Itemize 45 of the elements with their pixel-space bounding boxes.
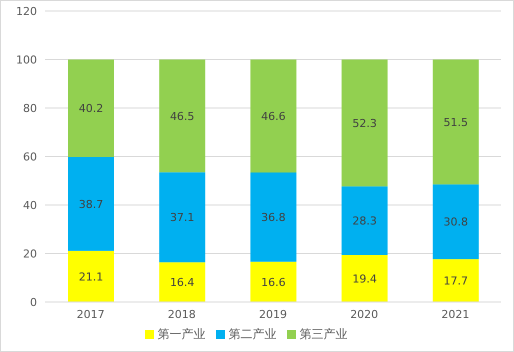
bar: [342, 60, 388, 186]
data-label: 52.3: [352, 116, 377, 130]
x-tick-label: 2017: [76, 308, 105, 321]
bar: [68, 156, 114, 251]
bar: [68, 250, 114, 302]
data-label: 21.1: [78, 270, 104, 284]
y-tick-label: 40: [23, 198, 37, 212]
data-label: 38.7: [78, 198, 104, 211]
legend-label: 第二产业: [228, 327, 276, 341]
y-tick-label: 60: [23, 150, 37, 164]
data-label: 36.8: [261, 211, 286, 224]
data-label: 46.6: [261, 110, 286, 123]
data-label: 16.4: [170, 276, 194, 290]
legend-label: 第三产业: [300, 327, 348, 341]
x-tick-label: 2020: [350, 308, 378, 321]
data-label: 16.6: [261, 276, 286, 289]
data-label: 40.2: [78, 102, 104, 116]
data-label: 46.5: [170, 110, 194, 123]
x-tick-label: 2019: [259, 308, 287, 321]
y-tick-label: 80: [23, 102, 37, 115]
data-label: 51.5: [444, 116, 468, 129]
bar: [432, 60, 479, 184]
legend-label: 第一产业: [158, 327, 206, 341]
bar: [250, 172, 296, 262]
data-label: 19.4: [352, 272, 377, 286]
bar: [432, 259, 479, 302]
bar: [159, 172, 206, 262]
data-label: 37.1: [170, 211, 194, 224]
bar: [250, 262, 296, 302]
data-label: 30.8: [444, 216, 468, 229]
bar: [250, 60, 296, 173]
bar: [342, 186, 388, 255]
data-label: 17.7: [444, 274, 468, 288]
y-tick-label: 20: [23, 247, 37, 260]
x-tick-label: 2021: [441, 308, 470, 321]
data-label: 28.3: [352, 214, 377, 228]
bar: [159, 262, 206, 302]
y-tick-label: 120: [16, 4, 37, 18]
bar: [432, 184, 479, 260]
y-tick-label: 100: [16, 53, 37, 66]
bar: [159, 60, 206, 172]
bar: [342, 254, 388, 302]
y-tick-label: 0: [30, 296, 37, 309]
x-tick-label: 2018: [168, 308, 196, 321]
bar: [68, 60, 114, 157]
